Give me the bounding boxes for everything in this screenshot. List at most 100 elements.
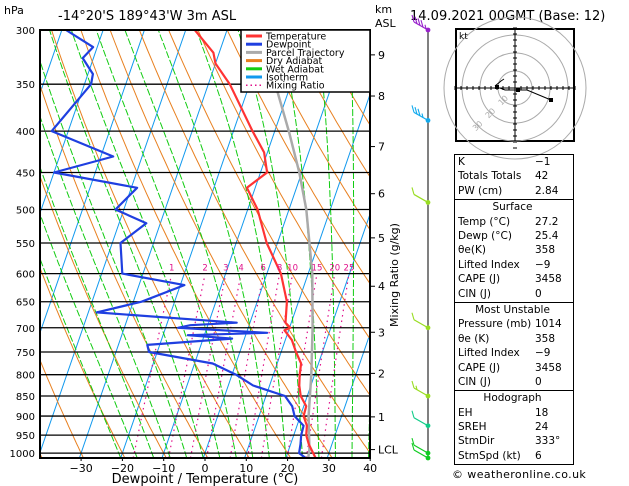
temperature-tick-label: −20	[111, 462, 134, 475]
index-label: StmSpd (kt)	[458, 449, 521, 462]
km-tick-label: 5	[378, 232, 385, 245]
wet-adiabat-line	[49, 30, 204, 458]
wind-barb-shaft	[413, 417, 429, 427]
index-value: 25.4	[535, 229, 559, 242]
wind-barb-flag	[411, 442, 415, 451]
index-row: θe (K) 358	[458, 332, 573, 346]
wind-barb-shaft	[413, 111, 429, 121]
units-label: hPa	[4, 4, 24, 17]
pressure-tick-label: 550	[16, 239, 35, 250]
mixing-ratio-label: 25	[344, 264, 355, 274]
wind-barb-flag	[417, 108, 421, 116]
wind-barb-flag	[420, 19, 424, 28]
index-row: SREH 24	[458, 420, 573, 434]
pressure-tick-label: 850	[16, 392, 35, 403]
surface-title: Surface	[492, 201, 533, 214]
wind-barb-flag	[414, 16, 418, 24]
dry-adiabat-line	[168, 30, 370, 397]
index-value: 0	[535, 375, 542, 388]
km-tick-label: 3	[378, 326, 385, 339]
indices-panel: K −1 Totals Totals 42 PW (cm) 2.84 Surface Te…	[454, 154, 574, 466]
wet-adiabat-line	[40, 165, 155, 458]
index-label: PW (cm)	[458, 184, 503, 197]
wet-adiabat-line	[40, 212, 138, 458]
index-label: Lifted Index	[458, 347, 520, 360]
wind-barb-half-flag	[424, 24, 427, 29]
km-tick-label: LCL	[378, 444, 399, 457]
mixing-ratio-labels: 1 2 3 4 6 8 10 15 20 25	[169, 264, 354, 274]
index-value: −1	[535, 156, 551, 168]
isotherm-line	[244, 92, 370, 458]
pressure-tick-label: 900	[16, 412, 35, 423]
index-label: K	[458, 156, 465, 168]
pressure-tick-label: 350	[16, 80, 35, 91]
index-value: 0	[535, 287, 542, 300]
wet-adiabat-line	[237, 30, 303, 458]
temperature-tick-label: 40	[363, 462, 377, 475]
location-title: -14°20'S 189°43'W 3m ASL	[58, 9, 237, 24]
dry-adiabat-line	[602, 23, 629, 458]
temperature-tick-label: 30	[322, 462, 336, 475]
pressure-tick-label: 500	[16, 206, 35, 217]
km-tick-label: 4	[378, 280, 385, 293]
wind-barb-flag	[411, 187, 415, 195]
index-row: Dewp (°C) 25.4	[458, 229, 573, 243]
wet-adiabat-line	[157, 30, 270, 458]
dry-adiabat-line	[40, 83, 209, 458]
index-row: Pressure (mb) 1014	[458, 317, 573, 331]
wet-adiabat-line	[40, 257, 122, 458]
isotherm-line	[40, 30, 145, 335]
index-label: Temp (°C)	[458, 215, 511, 228]
legend-label: Wet Adiabat	[266, 64, 324, 75]
index-label: Lifted Index	[458, 258, 520, 271]
index-row: CAPE (J) 3458	[458, 361, 573, 375]
wind-barb-flag	[411, 380, 415, 389]
dry-adiabat-line	[51, 30, 250, 458]
index-label: Dewp (°C)	[458, 229, 512, 242]
wet-adiabat-line	[349, 30, 355, 458]
hodograph-storm-marker	[516, 88, 520, 92]
index-row: Lifted Index −9	[458, 258, 573, 272]
y2-axis-label: Mixing Ratio (g/kg)	[388, 223, 401, 327]
hodograph-start-marker	[495, 85, 499, 89]
index-row: Totals Totals 42	[458, 169, 573, 183]
pressure-tick-label: 950	[16, 431, 35, 442]
mixing-ratio-label: 20	[329, 264, 340, 274]
index-row: StmSpd (kt) 6	[458, 449, 573, 463]
km-tick-label: 1	[378, 411, 385, 424]
index-value: 358	[535, 332, 556, 345]
legend-label: Dry Adiabat	[266, 56, 323, 67]
dry-adiabat-line	[138, 30, 370, 454]
isotherm-line	[40, 30, 187, 454]
index-value: 2.84	[535, 184, 559, 197]
wind-barb-flag	[411, 410, 415, 418]
legend-label: Temperature	[265, 32, 326, 43]
km-tick-label: 2	[378, 367, 385, 380]
index-row: θe(K) 358	[458, 243, 573, 257]
wet-adiabat-line	[195, 30, 287, 458]
dry-adiabat-line	[109, 30, 333, 458]
most-unstable-box: Most Unstable Pressure (mb) 1014 θe (K) 358…	[454, 302, 574, 392]
mixing-ratio-label: 10	[287, 264, 298, 274]
hodograph-end-marker	[549, 98, 553, 102]
index-value: −9	[535, 347, 551, 360]
hodograph-box: Hodograph EH 18 SREH 24 StmDir 333° StmSpd (kt…	[454, 391, 574, 466]
wet-adiabat-line	[316, 30, 336, 458]
index-label: SREH	[458, 421, 487, 434]
temperature-tick-label: 20	[281, 462, 295, 475]
index-value: 3458	[535, 273, 562, 286]
dry-adiabat-line	[285, 30, 370, 178]
dry-adiabat-line	[40, 174, 167, 458]
index-label: CAPE (J)	[458, 361, 501, 374]
wind-barbs	[411, 14, 431, 461]
dry-adiabat-line	[80, 30, 292, 458]
wind-barb-half-flag	[415, 385, 418, 390]
index-value: 24	[535, 421, 549, 434]
index-label: EH	[458, 406, 473, 419]
most-unstable-title: Most Unstable	[475, 303, 550, 316]
index-row: CIN (J) 0	[458, 375, 573, 389]
wet-adiabat-line	[70, 30, 221, 458]
pressure-axis: 300 350 400 450 500 550 600 650 700 750 800 850 900 9…	[10, 26, 35, 460]
